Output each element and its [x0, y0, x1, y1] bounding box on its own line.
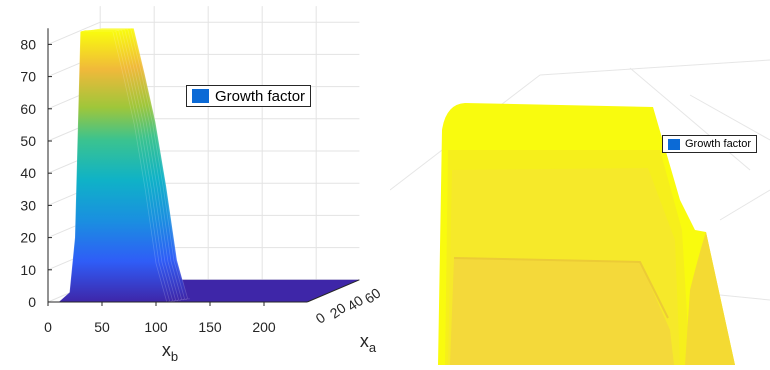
surface-peak — [57, 28, 190, 303]
x-tick-label: 50 — [94, 319, 110, 335]
legend-swatch — [192, 89, 209, 103]
zoomed-surface — [438, 103, 735, 365]
legend: Growth factor — [186, 85, 312, 107]
legend: Growth factor — [662, 135, 758, 153]
z-tick-label: 80 — [20, 36, 36, 52]
z-tick-label: 70 — [20, 69, 36, 85]
x-tick-label: 200 — [252, 319, 276, 335]
legend-label: Growth factor — [215, 87, 306, 105]
x-axis-label: xb — [162, 340, 178, 364]
zoomed-surface-plot — [390, 59, 770, 365]
x-tick-label: 150 — [198, 319, 222, 335]
x-tick-label: 0 — [44, 319, 52, 335]
z-tick-label: 10 — [20, 262, 36, 278]
y-tick-label: 60 — [362, 285, 384, 307]
z-tick-label: 0 — [28, 294, 36, 310]
full-surface-plot-panel: 0 10 20 30 40 50 60 70 80 0 50 100 150 200 0 20 40 60 xb … — [0, 0, 390, 365]
z-tick-label: 30 — [20, 197, 36, 213]
x-tick-label: 100 — [144, 319, 168, 335]
y-tick-label: 0 — [313, 309, 329, 327]
z-tick-label: 50 — [20, 133, 36, 149]
legend-swatch — [668, 138, 680, 150]
z-tick-label: 20 — [20, 230, 36, 246]
z-tick-label: 60 — [20, 101, 36, 117]
z-tick-label: 40 — [20, 165, 36, 181]
legend-label: Growth factor — [685, 138, 752, 150]
zoomed-surface-plot-panel: Growth factor — [390, 0, 770, 365]
y-axis-label: xa — [360, 331, 377, 355]
axes — [47, 28, 360, 306]
